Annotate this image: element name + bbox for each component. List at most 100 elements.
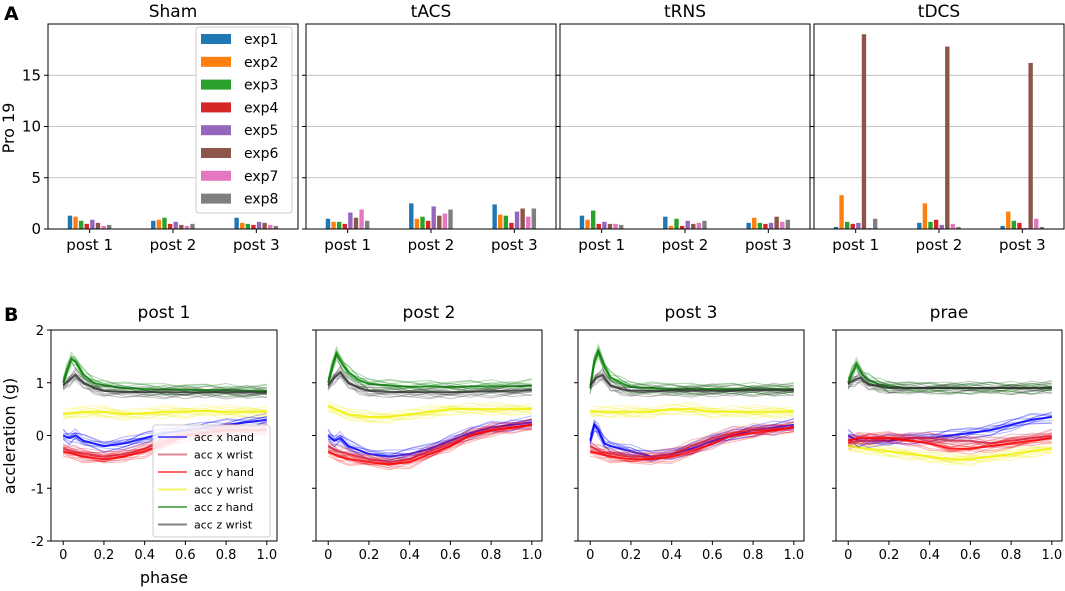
bar-exp2	[414, 218, 420, 229]
trial-trace-ywrist	[848, 443, 1052, 463]
trial-trace-zhand	[327, 345, 532, 386]
bar-exp1	[1000, 225, 1005, 229]
trial-trace-xhand	[327, 415, 532, 453]
trial-trace-xwrist	[327, 422, 532, 461]
trial-trace-yhand	[848, 431, 1052, 446]
mean-trace-yhand	[327, 423, 532, 466]
x-tick-label: 0.4	[661, 548, 682, 563]
trial-trace-ywrist	[848, 449, 1052, 463]
x-tick-label: 0.2	[359, 548, 380, 563]
trial-trace-yhand	[327, 424, 532, 466]
x-tick-label: post 3	[233, 236, 280, 254]
trial-trace-xhand	[63, 412, 267, 445]
trial-trace-zhand	[327, 350, 532, 386]
x-tick-label: 0	[844, 548, 852, 563]
bar-exp8	[872, 218, 878, 229]
x-tick-label: post 2	[916, 236, 963, 254]
x-tick-label: post 1	[66, 236, 113, 254]
mean-trace-xhand	[327, 421, 532, 458]
trial-trace-xwrist	[328, 425, 532, 465]
x-tick-label: post 3	[999, 236, 1046, 254]
x-tick-label: post 3	[491, 236, 538, 254]
bar-exp7	[359, 209, 364, 229]
trial-trace-xhand	[589, 417, 794, 452]
trial-trace-zwrist	[63, 377, 267, 399]
bar-exp7	[780, 221, 785, 229]
bar-exp2	[839, 195, 844, 229]
bar-exp7	[526, 216, 531, 229]
x-tick-label: post 2	[662, 236, 709, 254]
trial-trace-yhand	[848, 439, 1052, 454]
line-subplot-prae: prae 0 0.2 0.4 0.6 0.8 1.0	[832, 303, 1063, 563]
bar-exp2	[73, 216, 78, 229]
bar-exp7	[442, 213, 448, 229]
bar-exp1	[234, 217, 239, 229]
x-tick-label: post 1	[832, 236, 879, 254]
bar-exp7	[184, 225, 190, 229]
x-tick-label: 0.4	[134, 548, 155, 563]
bar-exp3	[78, 220, 84, 229]
bar-exp4	[251, 224, 256, 229]
bar-exp4	[167, 223, 173, 229]
trial-trace-ywrist	[327, 408, 532, 421]
trial-trace-xwrist	[590, 421, 794, 457]
trial-trace-xhand	[848, 412, 1052, 439]
mean-trace-zwrist	[847, 376, 1052, 389]
trial-trace-zhand	[62, 354, 267, 393]
bar-exp1	[833, 226, 839, 229]
trial-trace-yhand	[847, 432, 1052, 448]
trial-trace-zhand	[847, 370, 1052, 396]
bar-exp1	[492, 204, 497, 229]
bar-exp4	[342, 223, 347, 229]
trial-trace-zhand	[62, 356, 267, 389]
bar-exp6	[945, 46, 950, 229]
trial-trace-zwrist	[589, 378, 794, 398]
bar-exp1	[746, 222, 751, 229]
bar-exp1	[579, 215, 585, 229]
trial-trace-zwrist	[62, 375, 267, 399]
bar-exp1	[67, 215, 73, 229]
legend-label-exp3: exp3	[244, 78, 278, 94]
bar-exp1	[663, 216, 668, 229]
subplot-title: tACS	[411, 2, 452, 22]
legend-swatch-exp7	[201, 170, 231, 181]
bar-exp4	[84, 223, 89, 229]
trial-trace-ywrist	[63, 411, 267, 420]
x-tick-label: 0.8	[216, 548, 237, 563]
trial-trace-yhand	[848, 433, 1052, 451]
x-tick-label: 0	[59, 548, 67, 563]
legend-swatch-exp5	[201, 125, 231, 136]
panel-a-bar-charts: post 1 post 2 post 3 Sham 0 5 10 15 post 1 post 2…	[0, 2, 1065, 254]
trial-trace-ywrist	[848, 442, 1052, 457]
trial-trace-ywrist	[328, 401, 532, 416]
subplot-title: tRNS	[664, 2, 706, 22]
trial-trace-yhand	[327, 428, 532, 470]
bar-exp3	[590, 210, 596, 229]
trial-trace-zhand	[327, 355, 532, 394]
trial-trace-xwrist	[328, 419, 532, 460]
trial-trace-xhand	[847, 420, 1052, 449]
y-tick-label: 5	[31, 169, 41, 187]
x-tick-label: 0.6	[440, 548, 461, 563]
bar-exp8	[618, 224, 624, 229]
bar-exp8	[702, 220, 707, 229]
legend-label-exp1: exp1	[244, 32, 278, 48]
x-tick-label: 0.8	[481, 548, 502, 563]
trial-trace-zhand	[62, 356, 267, 390]
bar-exp4	[850, 223, 855, 229]
trial-trace-ywrist	[327, 400, 532, 417]
bar-exp5	[768, 222, 774, 229]
mean-trace-zhand	[62, 357, 267, 392]
x-tick-label: 0.2	[94, 548, 115, 563]
trial-trace-zwrist	[62, 379, 267, 400]
trial-trace-yhand	[327, 428, 532, 471]
trial-trace-zhand	[847, 366, 1052, 395]
trial-trace-zwrist	[847, 381, 1052, 396]
bar-subplot-trns: post 1 post 2 post 3 tRNS	[556, 2, 811, 254]
bar-exp3	[1011, 220, 1017, 229]
trial-trace-xwrist	[848, 432, 1052, 442]
bar-subplot-sham: post 1 post 2 post 3 Sham 0 5 10 15	[22, 2, 299, 254]
x-tick-label: 0.2	[621, 548, 642, 563]
bar-exp7	[268, 224, 273, 229]
bar-exp6	[262, 222, 267, 229]
